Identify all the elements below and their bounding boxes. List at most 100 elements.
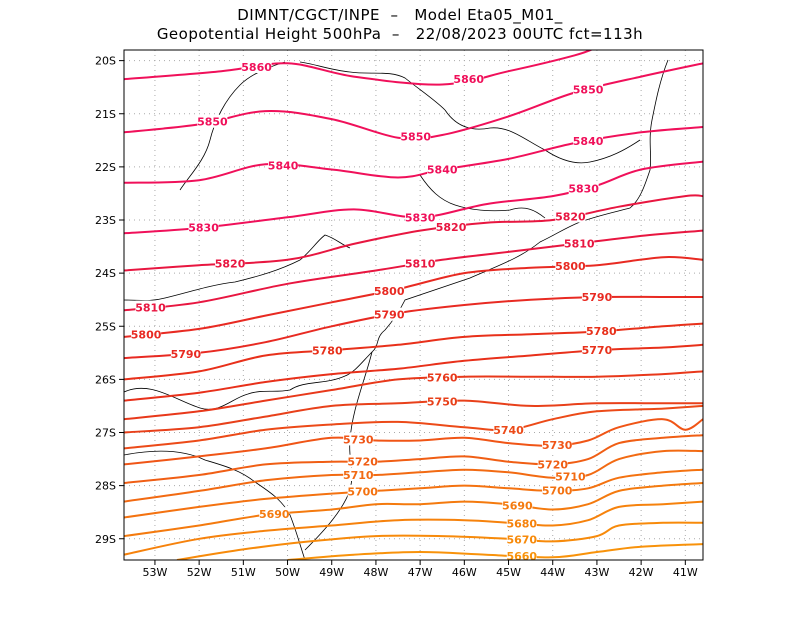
contour-label-5660: 5660 [506,550,537,563]
y-tick-label: 22S [95,161,116,174]
contour-label-bg [436,219,467,233]
contour-label-5770: 5770 [582,344,613,357]
contour-label-bg [405,210,436,224]
contour-label-bg [453,72,484,86]
contour-label-5810: 5810 [135,302,166,315]
contour-label-bg [259,507,290,521]
contour-5780 [124,322,703,381]
contour-label-bg [581,290,612,304]
contour-label-bg [374,283,405,297]
x-axis: 53W 52W 51W 50W 49W 48W 47W 46W 45W 44W 43W 42W 41W [143,560,698,579]
contour-5660 [287,543,703,560]
contour-label-bg [542,483,573,497]
x-tick-label: 50W [275,566,300,579]
contour-label-bg [586,324,617,338]
contour-5860 [124,50,594,86]
x-tick-label: 45W [496,566,521,579]
contour-label-bg [170,346,201,360]
contour-label-5740: 5740 [493,424,524,437]
contour-label-bg [215,256,246,270]
contour-label-5750: 5750 [427,396,458,409]
contour-label-5840: 5840 [268,160,299,173]
y-axis: 20S 21S 22S 23S 24S 25S 26S 27S 28S 29S [95,55,124,546]
contour-5830 [124,160,703,235]
contour-label-5820: 5820 [436,221,467,234]
contour-label-5760: 5760 [427,372,458,385]
contour-label-5700: 5700 [542,485,573,498]
contour-label-5820: 5820 [555,210,586,223]
x-tick-label: 41W [673,566,698,579]
contour-label-bg [573,133,604,147]
contour-label-5810: 5810 [405,257,436,270]
y-tick-label: 20S [95,55,116,68]
contour-label-5850: 5850 [197,116,228,129]
contour-label-bg [427,370,458,384]
contour-label-bg [537,457,568,471]
contour-label-bg [568,181,599,195]
x-tick-label: 51W [231,566,256,579]
contour-label-bg [427,394,458,408]
contour-label-5730: 5730 [542,439,573,452]
contour-label-bg [374,307,405,321]
x-tick-label: 49W [319,566,344,579]
contour-label-bg [343,432,374,446]
contour-5740 [124,404,703,450]
contour-5840 [124,126,703,184]
contour-label-5710: 5710 [343,469,374,482]
contour-label-5780: 5780 [586,325,617,338]
contour-label-bg [188,220,219,234]
contour-label-5710: 5710 [555,470,586,483]
contour-label-5840: 5840 [427,164,458,177]
x-tick-label: 48W [363,566,388,579]
x-tick-label: 52W [187,566,212,579]
contour-label-bg [197,114,228,128]
contour-label-5690: 5690 [259,508,290,521]
contour-label-bg [506,516,537,530]
contour-5730 [124,418,703,466]
contour-labels: 5860 5860 5850 5850 5850 5840 5840 5840 5830 5830… [131,60,617,563]
contour-label-bg [506,549,537,563]
contour-5710 [124,449,703,503]
contour-label-bg [502,498,533,512]
contour-label-5720: 5720 [347,456,378,469]
contour-label-5680: 5680 [506,518,537,531]
contour-label-5860: 5860 [241,61,272,74]
contour-label-5850: 5850 [573,83,604,96]
contour-5670 [176,521,703,560]
y-tick-label: 26S [95,373,116,386]
y-tick-label: 24S [95,267,116,280]
contour-label-5830: 5830 [568,183,599,196]
contour-5800 [124,256,703,338]
contour-label-5790: 5790 [171,348,202,361]
x-tick-label: 47W [408,566,433,579]
y-tick-label: 28S [95,480,116,493]
contour-label-bg [555,259,586,273]
x-tick-label: 44W [540,566,565,579]
contour-label-5800: 5800 [555,260,586,273]
contour-label-bg [347,454,378,468]
contour-label-5720: 5720 [537,458,568,471]
contour-5700 [124,468,703,519]
contour-label-5830: 5830 [405,211,436,224]
title-line-1: DIMNT/CGCT/INPE – Model Eta05_M01_ [237,6,563,24]
title-line-2: Geopotential Height 500hPa – 22/08/2023 … [156,25,644,43]
contour-label-bg [405,256,436,270]
contour-label-bg [347,484,378,498]
contour-label-5850: 5850 [400,131,431,144]
contour-label-5730: 5730 [343,433,374,446]
contour-label-bg [427,162,458,176]
contour-5790 [124,295,703,360]
contour-label-bg [542,438,573,452]
contour-label-5830: 5830 [188,221,219,234]
x-tick-label: 42W [629,566,654,579]
contour-label-bg [555,209,586,223]
contour-label-5690: 5690 [502,499,533,512]
contour-5680 [124,500,703,556]
contour-label-bg [493,422,524,436]
x-tick-label: 53W [143,566,168,579]
contour-label-5840: 5840 [573,135,604,148]
contour-5720 [124,434,703,484]
y-tick-label: 23S [95,214,116,227]
contour-label-5670: 5670 [506,534,537,547]
contour-label-bg [241,60,272,73]
